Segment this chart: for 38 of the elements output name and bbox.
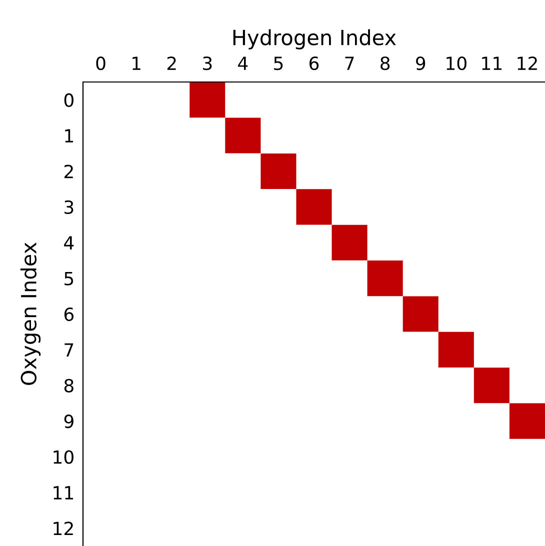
point [509,403,545,439]
point [402,296,438,332]
x-tick-label: 11 [482,56,502,70]
y-tick-label: 1 [65,129,73,142]
y-tick-label: 10 [54,450,74,464]
point [438,332,474,368]
y-tick-label: 3 [64,200,74,214]
y-tick-label: 0 [64,93,74,107]
point [260,153,296,189]
point [332,224,368,260]
y-tick-label: 12 [54,522,73,536]
x-axis-title: Hydrogen Index [233,29,396,50]
y-tick-label: 4 [64,236,74,250]
y-tick-label: 8 [64,378,74,392]
x-tick-label: 7 [345,56,354,70]
x-tick-label: 0 [96,56,106,70]
x-tick-label: 5 [274,56,283,70]
x-tick-label: 3 [203,56,212,70]
y-tick-label: 5 [64,272,74,286]
point [296,189,332,225]
x-tick-label: 1 [132,56,140,70]
point [474,368,510,404]
x-tick-label: 8 [380,56,390,70]
x-tick-label: 12 [518,56,537,70]
point [367,260,403,296]
x-tick-label: 9 [416,56,426,70]
x-tick-label: 4 [238,56,248,70]
x-tick-label: 10 [446,56,466,70]
y-tick-label: 9 [64,414,74,428]
y-tick-label: 11 [54,486,73,500]
y-tick-label: 2 [64,164,73,178]
point [190,82,226,118]
y-tick-label: 6 [64,307,74,322]
x-tick-label: 2 [167,56,176,70]
x-tick-label: 6 [310,56,319,70]
y-tick-label: 7 [64,343,74,357]
y-axis-title: Oxygen Index [20,242,41,385]
point [225,118,261,154]
